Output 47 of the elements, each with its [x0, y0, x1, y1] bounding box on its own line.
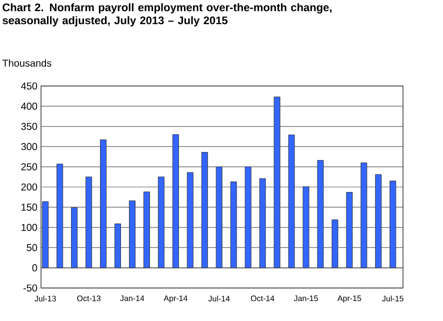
- bar: [346, 192, 353, 268]
- bar: [158, 176, 164, 268]
- bar: [375, 174, 382, 268]
- y-tick-label: 50: [26, 244, 38, 252]
- bar: [100, 139, 107, 268]
- x-tick-label: Jul-15: [382, 296, 404, 302]
- y-tick-label: 300: [21, 143, 38, 150]
- chart-title: Chart 2. Nonfarm payroll employment over-the-month change, seasonally adjusted, July 2013 – July 2015: [2, 3, 332, 26]
- y-tick-label: 250: [21, 163, 38, 170]
- x-tick-label: Oct-14: [250, 296, 274, 302]
- x-tick-label: Jul-13: [34, 296, 56, 302]
- bar: [216, 166, 222, 268]
- y-tick-label: 200: [21, 183, 38, 191]
- bar: [288, 134, 295, 268]
- bar: [274, 96, 280, 268]
- x-tick-label: Apr-15: [337, 296, 362, 303]
- bar: [317, 160, 324, 268]
- y-tick-label: -50: [23, 284, 38, 292]
- bar: [244, 166, 252, 268]
- bar: [42, 201, 49, 268]
- bar: [56, 164, 64, 268]
- bar: [302, 186, 310, 268]
- bar: [259, 178, 266, 268]
- y-tick-label: 450: [21, 82, 38, 90]
- y-tick-label: 100: [22, 224, 38, 231]
- bar: [143, 192, 150, 268]
- bar: [186, 172, 194, 268]
- x-tick-label: Jan-14: [120, 296, 144, 302]
- bar: [172, 134, 179, 268]
- y-tick-label: 350: [21, 122, 38, 130]
- bar: [71, 207, 78, 268]
- bar: [230, 182, 237, 268]
- y-tick-label: 0: [32, 264, 38, 272]
- x-tick-label: Apr-14: [164, 296, 188, 303]
- bar: [390, 180, 396, 268]
- x-tick-label: Oct-13: [77, 296, 100, 302]
- bar: [360, 162, 368, 268]
- bar: [201, 152, 208, 268]
- bar: [114, 224, 121, 268]
- y-tick-label: 150: [22, 204, 38, 211]
- bar: [86, 176, 92, 268]
- y-tick-label: 400: [21, 102, 38, 110]
- y-axis-title: Thousands: [2, 59, 52, 67]
- x-tick-label: Jul-14: [208, 296, 230, 302]
- bar: [332, 219, 338, 268]
- bar: [128, 200, 136, 268]
- x-tick-label: Jan-15: [294, 296, 318, 302]
